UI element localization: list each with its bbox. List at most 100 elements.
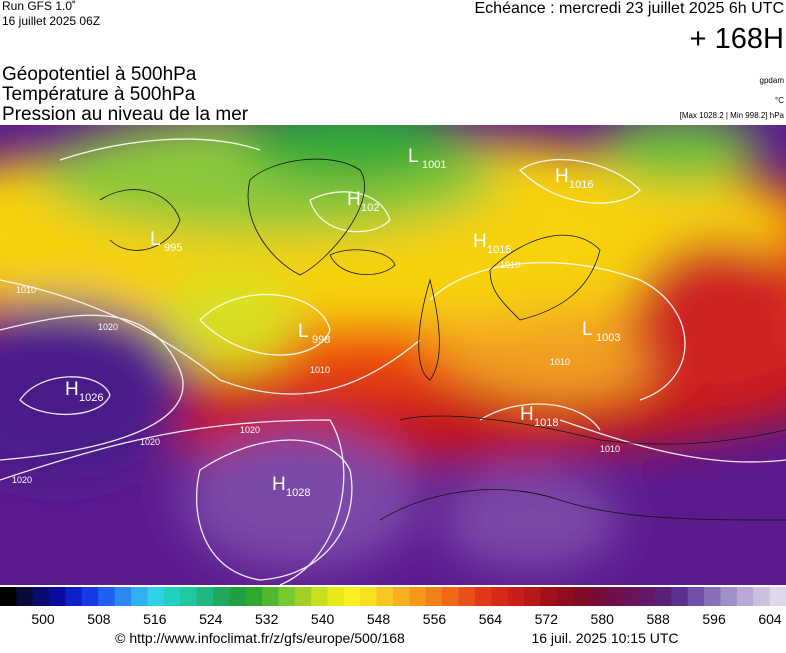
center-letter: H (272, 474, 286, 495)
color-swatch (425, 587, 443, 606)
center-letter: H (555, 166, 569, 187)
colorbar-label: 572 (535, 611, 559, 627)
color-swatch (245, 587, 263, 606)
color-swatch (442, 587, 459, 606)
color-swatch (229, 587, 247, 606)
isobar-labels: 1010 1020 1010 1020 1020 1020 1010 1010 1010 (12, 260, 620, 485)
colorbar-label: 556 (423, 611, 447, 627)
color-swatch (343, 587, 361, 606)
color-swatch (131, 587, 148, 606)
center-value: 1028 (286, 487, 310, 499)
color-swatch (278, 587, 296, 606)
color-swatch (393, 587, 410, 606)
center-letter: H (65, 379, 79, 400)
center-letter: H (520, 404, 534, 425)
color-swatch (704, 587, 721, 606)
layer-label: Géopotentiel à 500hPa (2, 64, 197, 85)
center-letter: L (150, 229, 161, 250)
color-swatch (147, 587, 165, 606)
colorbar-label: 540 (311, 611, 335, 627)
color-swatch (98, 587, 116, 606)
center-value: 1015 (487, 244, 511, 256)
center-letter: L (408, 146, 419, 167)
source-url: © http://www.infoclimat.fr/z/gfs/europe/… (115, 630, 405, 646)
color-swatch (196, 587, 214, 606)
color-swatch (769, 587, 786, 606)
color-swatch (605, 587, 623, 606)
colorbar-label: 500 (31, 611, 55, 627)
color-swatch (180, 587, 197, 606)
color-swatch (212, 587, 230, 606)
layer-label: Température à 500hPa (2, 84, 196, 105)
colorbar-label: 532 (255, 611, 279, 627)
color-swatch (0, 587, 17, 606)
center-letter: H (347, 189, 361, 210)
isobar-label: 1010 (16, 285, 36, 295)
unit-label: gpdam (760, 76, 785, 85)
color-swatch (524, 587, 541, 606)
color-swatch (638, 587, 656, 606)
color-swatch (687, 587, 705, 606)
center-value: 1001 (422, 159, 446, 171)
color-swatch (16, 587, 34, 606)
colorbar-label: 548 (367, 611, 391, 627)
isobar-label: 1020 (98, 322, 118, 332)
colorbar-label: 508 (87, 611, 111, 627)
color-swatch (655, 587, 672, 606)
color-swatch (720, 587, 738, 606)
color-swatch (491, 587, 509, 606)
color-swatch (507, 587, 525, 606)
center-value: 995 (164, 242, 182, 254)
color-swatch (589, 587, 607, 606)
colorbar-label: 524 (199, 611, 223, 627)
color-swatch (81, 587, 99, 606)
color-swatch (573, 587, 590, 606)
forecast-time: Echéance : mercredi 23 juillet 2025 6h U… (475, 0, 785, 17)
timestamp: 16 juil. 2025 10:15 UTC (531, 630, 678, 646)
run-date: 16 juillet 2025 06Z (2, 14, 100, 28)
colorbar-label: 596 (702, 611, 726, 627)
color-swatch (327, 587, 345, 606)
color-swatch (540, 587, 558, 606)
color-swatch (753, 587, 771, 606)
color-swatch (294, 587, 312, 606)
center-letter: L (582, 319, 593, 340)
color-swatch (736, 587, 754, 606)
unit-label: [Max 1028.2 | Min 998.2] hPa (680, 111, 785, 120)
color-swatch (114, 587, 132, 606)
center-value: 998 (312, 334, 330, 346)
color-swatch (376, 587, 394, 606)
colorbar-label: 604 (758, 611, 782, 627)
color-swatch (163, 587, 181, 606)
isobar-label: 1010 (500, 260, 520, 270)
isobar-label: 1010 (310, 365, 330, 375)
color-swatch (671, 587, 689, 606)
color-swatch (262, 587, 279, 606)
center-value: 102 (361, 202, 379, 214)
center-letter: L (298, 321, 309, 342)
colorbar: 500 508 516 524 532 540 548 556 564 572 580 588 596 6… (0, 587, 786, 627)
center-value: 1016 (569, 179, 593, 191)
color-swatch (360, 587, 378, 606)
color-swatch (474, 587, 492, 606)
color-swatch (409, 587, 427, 606)
color-swatch (556, 587, 574, 606)
center-value: 1026 (79, 392, 103, 404)
color-swatch (32, 587, 50, 606)
isobar-label: 1020 (140, 437, 160, 447)
layer-label: Pression au niveau de la mer (2, 104, 249, 125)
isobar-label: 1010 (600, 444, 620, 454)
isobar-label: 1010 (550, 357, 570, 367)
isobar-label: 1020 (12, 475, 32, 485)
color-swatch (458, 587, 476, 606)
color-swatch (49, 587, 66, 606)
unit-label: °C (775, 96, 784, 105)
colorbar-label: 516 (143, 611, 167, 627)
color-swatch (622, 587, 640, 606)
center-letter: H (473, 231, 487, 252)
color-swatch (65, 587, 83, 606)
colorbar-label: 588 (646, 611, 670, 627)
run-label: Run GFS 1.0˚ (2, 0, 76, 13)
